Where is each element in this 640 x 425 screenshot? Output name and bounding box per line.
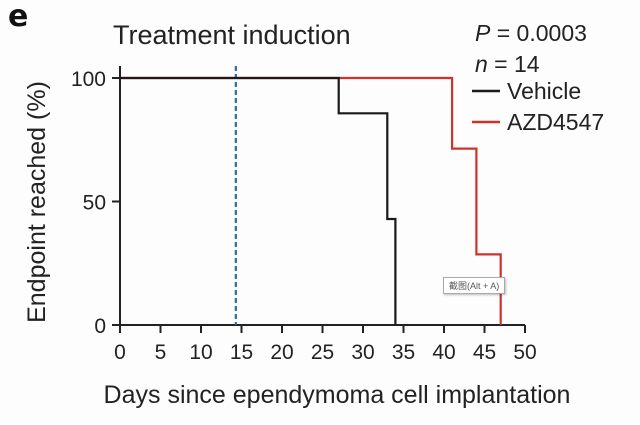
p-value-text: = 0.0003 (490, 20, 587, 46)
legend: Vehicle AZD4547 (472, 78, 604, 135)
y-axis-label: Endpoint reached (%) (23, 81, 51, 323)
y-tick-label: 0 (94, 315, 106, 338)
legend-label-vehicle: Vehicle (507, 78, 581, 104)
p-value-symbol: P (475, 20, 491, 46)
x-tick-label: 50 (513, 341, 536, 364)
x-tick-label: 10 (189, 341, 212, 364)
x-tick-label: 35 (392, 341, 415, 364)
series-azd4547-curve (120, 76, 502, 325)
y-tick-label: 100 (71, 68, 106, 91)
chart-title: Treatment induction (113, 20, 351, 50)
panel-letter: e (8, 0, 28, 34)
x-tick-label: 15 (230, 341, 253, 364)
curves (120, 76, 502, 325)
n-count: n = 14 (475, 51, 540, 77)
screenshot-tooltip: 截图(Alt + A) (443, 277, 506, 294)
x-tick-label: 20 (270, 341, 293, 364)
p-value: P = 0.0003 (475, 20, 587, 46)
x-tick-label: 0 (114, 341, 126, 364)
y-tick-label: 50 (83, 192, 106, 215)
legend-label-azd4547: AZD4547 (507, 109, 604, 135)
series-vehicle-curve (120, 76, 397, 325)
x-tick-label: 40 (432, 341, 455, 364)
x-tick-label: 45 (473, 341, 496, 364)
n-symbol: n (475, 51, 488, 77)
x-tick-label: 30 (351, 341, 374, 364)
x-tick-label: 25 (311, 341, 334, 364)
n-text: = 14 (488, 51, 540, 77)
x-tick-label: 5 (155, 341, 167, 364)
axes: 0 5 10 15 20 25 30 35 40 45 50 0 50 100 (71, 66, 537, 364)
x-axis-label: Days since ependymoma cell implantation (104, 381, 571, 409)
